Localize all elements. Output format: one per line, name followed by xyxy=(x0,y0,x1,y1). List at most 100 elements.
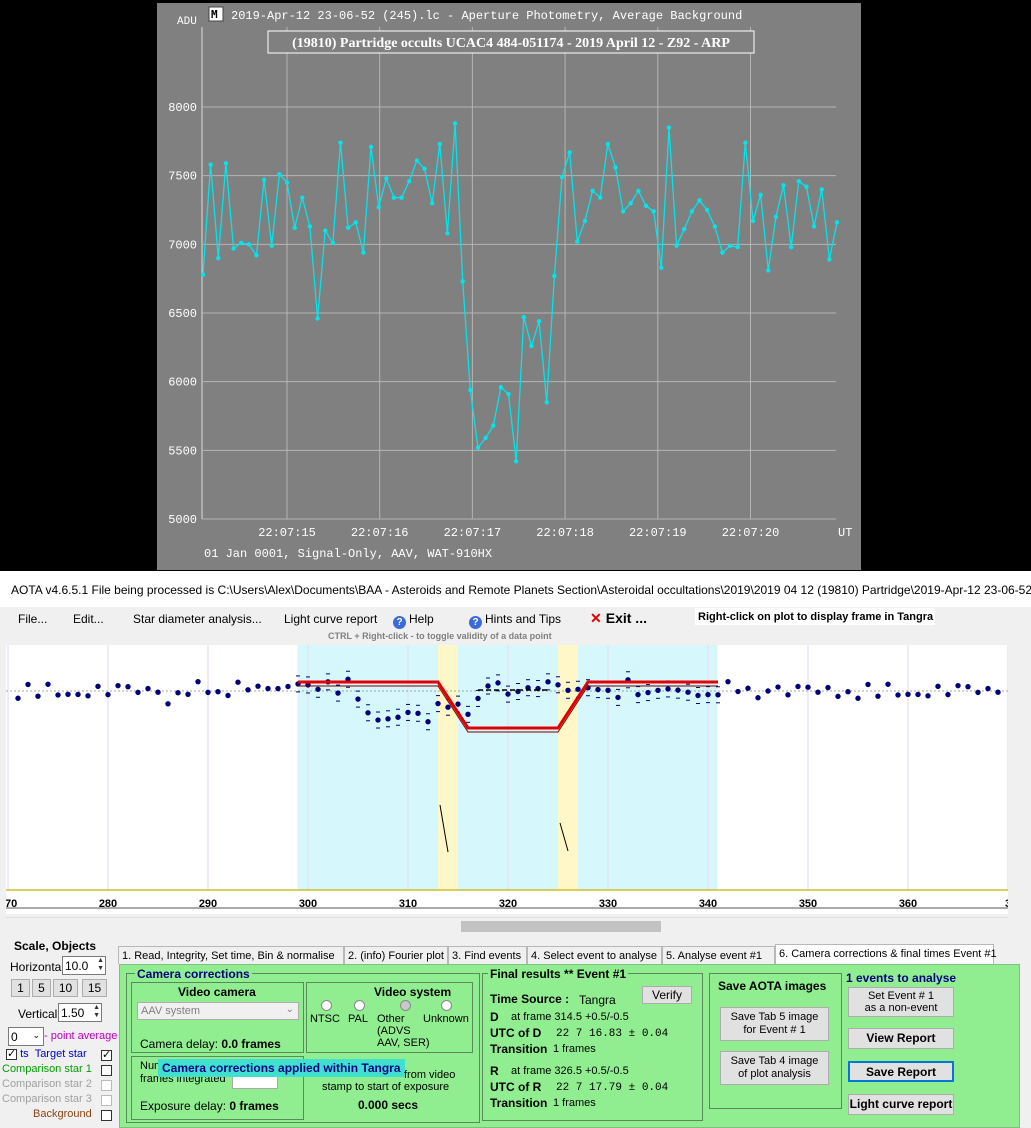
horizontal-spinner[interactable]: 10.0 ▲ ▼ xyxy=(62,956,106,975)
data-point xyxy=(720,250,725,255)
pal-radio[interactable] xyxy=(354,1000,365,1011)
verify-button[interactable]: Verify xyxy=(642,986,692,1004)
video-system-title: Video system xyxy=(374,985,452,999)
vertical-value: 1.50 xyxy=(61,1006,85,1020)
aota-event-chart[interactable]: 270 280 290 300 310 320 330 340 350 360 3 xyxy=(0,645,1011,914)
comparison-star-3-checkbox[interactable] xyxy=(101,1095,112,1106)
data-point xyxy=(675,687,681,693)
data-point xyxy=(552,273,557,279)
comparison-star-2-checkbox[interactable] xyxy=(101,1080,112,1091)
menu-file[interactable]: File... xyxy=(18,612,48,626)
data-point xyxy=(865,681,871,688)
exposure-delay-row: Exposure delay: 0 frames xyxy=(140,1099,279,1113)
tab-analyse-event[interactable]: 5. Analyse event #1 xyxy=(662,946,775,964)
menu-light-curve-report[interactable]: Light curve report xyxy=(284,612,378,626)
save-tab5-button[interactable]: Save Tab 5 image for Event # 1 xyxy=(720,1007,829,1041)
data-point xyxy=(725,678,731,685)
scale-5-button[interactable]: 5 xyxy=(32,979,51,997)
aota-plot[interactable]: 270 280 290 300 310 320 330 340 350 360 3 xyxy=(0,645,1011,914)
background-checkbox[interactable] xyxy=(101,1110,112,1121)
menu-hints[interactable]: ? Hints and Tips xyxy=(469,612,561,629)
data-point xyxy=(485,683,491,689)
data-point xyxy=(415,710,421,716)
save-tab4-button[interactable]: Save Tab 4 image of plot analysis xyxy=(720,1051,829,1085)
data-point xyxy=(715,692,721,698)
data-point xyxy=(795,683,801,690)
menu-edit[interactable]: Edit... xyxy=(73,612,104,626)
target-star-checkbox[interactable]: ✓ xyxy=(101,1049,112,1061)
time-source-value: Tangra xyxy=(579,993,616,1007)
menu-star-diameter[interactable]: Star diameter analysis... xyxy=(133,612,262,626)
unknown-radio[interactable] xyxy=(441,1000,452,1011)
other-radio[interactable] xyxy=(400,1000,411,1011)
ntsc-label: NTSC xyxy=(310,1013,340,1025)
ctrl-hint: CTRL + Right-click - to toggle validity … xyxy=(328,631,552,641)
data-point xyxy=(338,140,343,145)
tab-find-events[interactable]: 3. Find events xyxy=(448,946,527,964)
data-point xyxy=(452,121,458,126)
utc-r-label: UTC of R xyxy=(490,1080,542,1094)
scrollbar-thumb[interactable] xyxy=(461,921,661,932)
comparison-star-1-checkbox[interactable] xyxy=(101,1065,112,1076)
data-point xyxy=(55,692,61,698)
data-point xyxy=(315,686,321,692)
target-left-checkbox[interactable]: ✓ xyxy=(6,1047,17,1060)
tab-read-integrity[interactable]: 1. Read, Integrity, Set time, Bin & norm… xyxy=(118,946,344,964)
close-icon: ✕ xyxy=(590,610,602,626)
save-report-button[interactable]: Save Report xyxy=(848,1061,954,1082)
chart-footer: 01 Jan 0001, Signal-Only, AAV, WAT-910HX xyxy=(204,547,492,561)
data-point xyxy=(620,209,626,214)
data-point xyxy=(483,435,488,441)
scale-1-button[interactable]: 1 xyxy=(11,979,30,997)
menu-exit[interactable]: ✕ Exit ... xyxy=(590,610,647,627)
tab-select-event[interactable]: 4. Select event to analyse xyxy=(527,946,662,964)
data-point xyxy=(45,681,51,687)
data-point xyxy=(335,690,341,696)
data-point xyxy=(165,701,171,707)
data-point xyxy=(704,207,710,213)
camera-corrections-banner: Camera corrections applied within Tangra xyxy=(158,1059,405,1077)
data-point xyxy=(200,272,206,277)
data-point xyxy=(115,682,121,689)
data-point xyxy=(277,172,282,177)
scale-10-button[interactable]: 10 xyxy=(53,979,78,997)
y-tick-label: 5500 xyxy=(168,444,197,458)
light-curve-report-button[interactable]: Light curve report xyxy=(848,1094,954,1115)
data-point xyxy=(727,243,733,248)
camera-corrections-title: Camera corrections xyxy=(135,967,252,981)
y-tick-label: 8000 xyxy=(168,101,197,115)
view-report-button[interactable]: View Report xyxy=(848,1028,954,1049)
data-point xyxy=(745,685,751,691)
menu-help[interactable]: ? Help xyxy=(393,612,434,629)
data-point xyxy=(195,678,201,685)
data-point xyxy=(238,240,244,246)
average-select[interactable]: 0 ⌄ xyxy=(8,1027,44,1046)
camera-select[interactable]: AAV system ⌄ xyxy=(137,1002,299,1020)
data-point xyxy=(407,178,412,184)
data-point xyxy=(205,689,211,696)
data-point xyxy=(555,682,561,688)
data-point xyxy=(965,683,971,690)
menu-exit-label: Exit ... xyxy=(605,610,647,626)
camera-delay-label: Camera delay: xyxy=(140,1037,219,1051)
ntsc-radio[interactable] xyxy=(321,1000,332,1011)
y-tick-label: 6000 xyxy=(168,376,197,390)
from-video-label: from video xyxy=(404,1069,456,1081)
data-point xyxy=(925,693,931,699)
tab-camera-corrections[interactable]: 6. Camera corrections & final times Even… xyxy=(775,944,997,965)
tab-fourier-plot[interactable]: 2. (info) Fourier plot xyxy=(344,946,448,964)
data-point xyxy=(345,225,351,231)
horizontal-scrollbar[interactable] xyxy=(6,917,1008,935)
data-point xyxy=(682,227,687,232)
data-point xyxy=(915,691,921,698)
data-point xyxy=(804,184,809,189)
data-point xyxy=(384,176,389,181)
x-tick-label: 3 xyxy=(1005,898,1008,910)
set-non-event-button[interactable]: Set Event # 1 as a non-event xyxy=(848,987,954,1017)
scale-15-button[interactable]: 15 xyxy=(82,979,107,997)
data-point xyxy=(300,195,305,200)
vertical-spinner[interactable]: 1.50 ▲ ▼ xyxy=(58,1003,102,1022)
tangra-app-icon: M xyxy=(208,6,224,22)
exposure-delay-value: 0 frames xyxy=(229,1099,279,1113)
data-point xyxy=(105,691,111,698)
